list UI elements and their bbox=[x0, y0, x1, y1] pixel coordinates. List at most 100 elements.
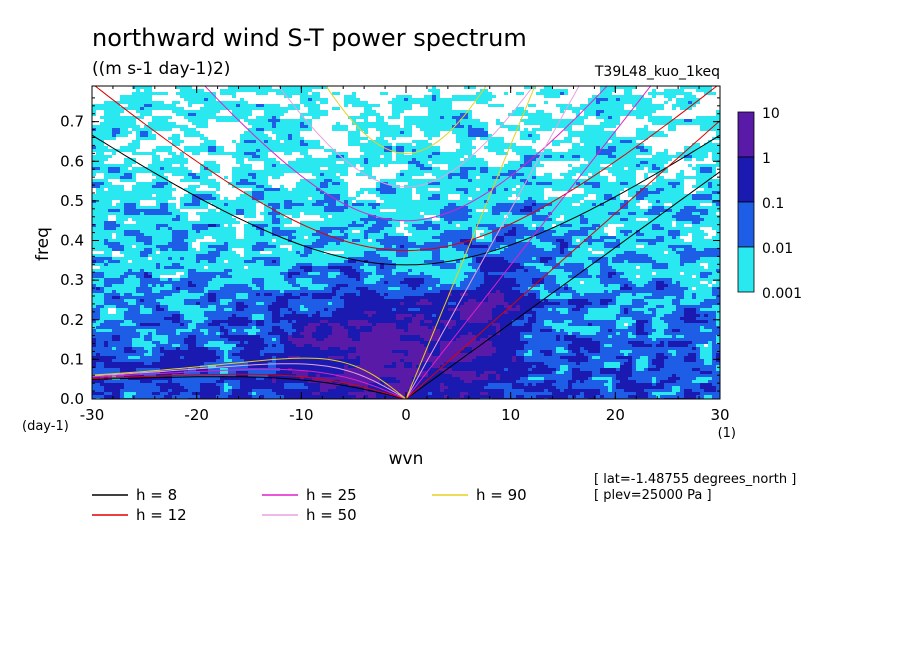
heatmap-cell bbox=[228, 92, 232, 95]
heatmap-cell bbox=[208, 161, 212, 164]
heatmap-cell bbox=[612, 110, 616, 113]
heatmap-cell bbox=[320, 197, 324, 200]
heatmap-cell bbox=[164, 197, 168, 200]
heatmap-cell bbox=[392, 113, 396, 116]
heatmap-cell bbox=[372, 191, 376, 194]
heatmap-cell bbox=[704, 152, 708, 155]
heatmap-cell bbox=[580, 134, 584, 137]
heatmap-cell bbox=[548, 128, 552, 131]
heatmap-cell bbox=[116, 197, 120, 200]
heatmap-cell bbox=[716, 158, 720, 161]
heatmap-cell bbox=[284, 143, 288, 146]
heatmap-cell bbox=[216, 200, 220, 203]
heatmap-cell bbox=[136, 203, 140, 206]
heatmap-cell bbox=[420, 206, 424, 209]
heatmap-cell bbox=[536, 197, 540, 200]
heatmap-cell bbox=[424, 158, 428, 161]
heatmap-cell bbox=[96, 179, 100, 182]
heatmap-cell bbox=[160, 170, 164, 173]
heatmap-cell bbox=[616, 191, 620, 194]
heatmap-cell bbox=[272, 191, 276, 194]
heatmap-cell bbox=[244, 146, 248, 149]
heatmap-cell bbox=[112, 197, 116, 200]
heatmap-cell bbox=[408, 116, 412, 119]
heatmap-cell bbox=[268, 197, 272, 200]
heatmap-cell bbox=[288, 146, 292, 149]
heatmap-cell bbox=[528, 122, 532, 125]
heatmap-cell bbox=[164, 200, 168, 203]
heatmap-cell bbox=[356, 98, 360, 101]
heatmap-cell bbox=[332, 185, 336, 188]
heatmap-cell bbox=[568, 140, 572, 143]
heatmap-cell bbox=[604, 158, 608, 161]
heatmap-cell bbox=[576, 170, 580, 173]
heatmap-cell bbox=[288, 131, 292, 134]
heatmap-cell bbox=[304, 143, 308, 146]
heatmap-cell bbox=[304, 161, 308, 164]
heatmap-cell bbox=[456, 161, 460, 164]
heatmap-cell bbox=[532, 182, 536, 185]
heatmap-cell bbox=[616, 116, 620, 119]
heatmap-cell bbox=[396, 200, 400, 203]
heatmap-cell bbox=[424, 161, 428, 164]
heatmap-cell bbox=[644, 101, 648, 104]
heatmap-cell bbox=[496, 143, 500, 146]
heatmap-cell bbox=[124, 194, 128, 197]
heatmap-cell bbox=[376, 122, 380, 125]
heatmap-cell bbox=[616, 182, 620, 185]
heatmap-cell bbox=[300, 95, 304, 98]
heatmap-cell bbox=[240, 182, 244, 185]
heatmap-cell bbox=[464, 95, 468, 98]
heatmap-cell bbox=[616, 98, 620, 101]
heatmap-cell bbox=[116, 125, 120, 128]
heatmap-cell bbox=[456, 125, 460, 128]
heatmap-cell bbox=[636, 137, 640, 140]
heatmap-cell bbox=[116, 188, 120, 191]
heatmap-cell bbox=[188, 170, 192, 173]
heatmap-cell bbox=[668, 194, 672, 197]
heatmap-cell bbox=[220, 119, 224, 122]
heatmap-cell bbox=[624, 92, 628, 95]
heatmap-cell bbox=[368, 110, 372, 113]
heatmap-cell bbox=[148, 101, 152, 104]
heatmap-cell bbox=[400, 158, 404, 161]
heatmap-cell bbox=[628, 164, 632, 167]
heatmap-cell bbox=[356, 206, 360, 209]
heatmap-cell bbox=[556, 95, 560, 98]
heatmap-cell bbox=[324, 158, 328, 161]
heatmap-cell bbox=[596, 101, 600, 104]
heatmap-cell bbox=[696, 89, 700, 92]
heatmap-cell bbox=[520, 161, 524, 164]
heatmap-cell bbox=[240, 113, 244, 116]
heatmap-cell bbox=[464, 170, 468, 173]
heatmap-cell bbox=[152, 134, 156, 137]
heatmap-cell bbox=[296, 191, 300, 194]
heatmap-cell bbox=[180, 164, 184, 167]
heatmap-cell bbox=[640, 104, 644, 107]
heatmap-cell bbox=[712, 128, 716, 131]
heatmap-cell bbox=[276, 125, 280, 128]
heatmap-cell bbox=[148, 137, 152, 140]
heatmap-cell bbox=[256, 92, 260, 95]
heatmap-cell bbox=[292, 89, 296, 92]
heatmap-cell bbox=[616, 185, 620, 188]
heatmap-cell bbox=[668, 95, 672, 98]
heatmap-cell bbox=[664, 92, 668, 95]
heatmap-cell bbox=[384, 131, 388, 134]
heatmap-cell bbox=[552, 185, 556, 188]
heatmap-cell bbox=[368, 158, 372, 161]
heatmap-cell bbox=[368, 164, 372, 167]
heatmap-cell bbox=[296, 131, 300, 134]
heatmap-cell bbox=[624, 179, 628, 182]
heatmap-cell bbox=[440, 158, 444, 161]
heatmap-cell bbox=[104, 119, 108, 122]
heatmap-cell bbox=[432, 104, 436, 107]
heatmap-cell bbox=[140, 131, 144, 134]
heatmap-cell bbox=[464, 137, 468, 140]
heatmap-cell bbox=[368, 140, 372, 143]
heatmap-cell bbox=[328, 182, 332, 185]
heatmap-cell bbox=[564, 179, 568, 182]
heatmap-cell bbox=[156, 188, 160, 191]
heatmap-cell bbox=[96, 191, 100, 194]
heatmap-cell bbox=[168, 146, 172, 149]
